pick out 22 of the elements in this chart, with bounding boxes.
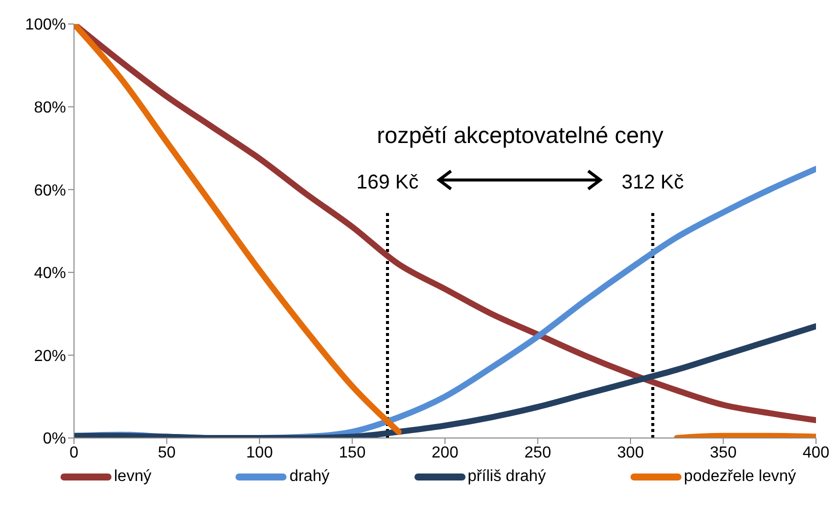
y-tick-label: 100% (25, 16, 66, 34)
x-tick-label: 350 (710, 444, 737, 462)
y-tick-label: 0% (42, 430, 66, 448)
legend-label: levný (114, 468, 152, 486)
legend-label: příliš drahý (468, 468, 546, 486)
ref-line-label: 169 Kč (356, 171, 419, 194)
x-tick-label: 200 (432, 444, 458, 462)
x-tick-label: 0 (70, 444, 79, 462)
x-tick-label: 300 (617, 444, 644, 462)
annotation: rozpětí akceptovatelné ceny (376, 122, 664, 150)
x-tick-label: 150 (338, 444, 366, 462)
ref-line-label: 312 Kč (622, 171, 684, 194)
x-tick-label: 100 (246, 444, 273, 462)
y-tick-label: 60% (34, 182, 66, 200)
legend-label: drahý (289, 468, 330, 486)
x-tick-label: 50 (158, 444, 176, 462)
y-tick-label: 40% (34, 265, 66, 282)
y-tick-label: 80% (34, 99, 66, 116)
x-tick-label: 250 (524, 444, 552, 462)
y-tick-label: 20% (34, 348, 66, 365)
legend-label: podezřele levný (684, 468, 796, 486)
x-tick-label: 400 (802, 444, 830, 462)
